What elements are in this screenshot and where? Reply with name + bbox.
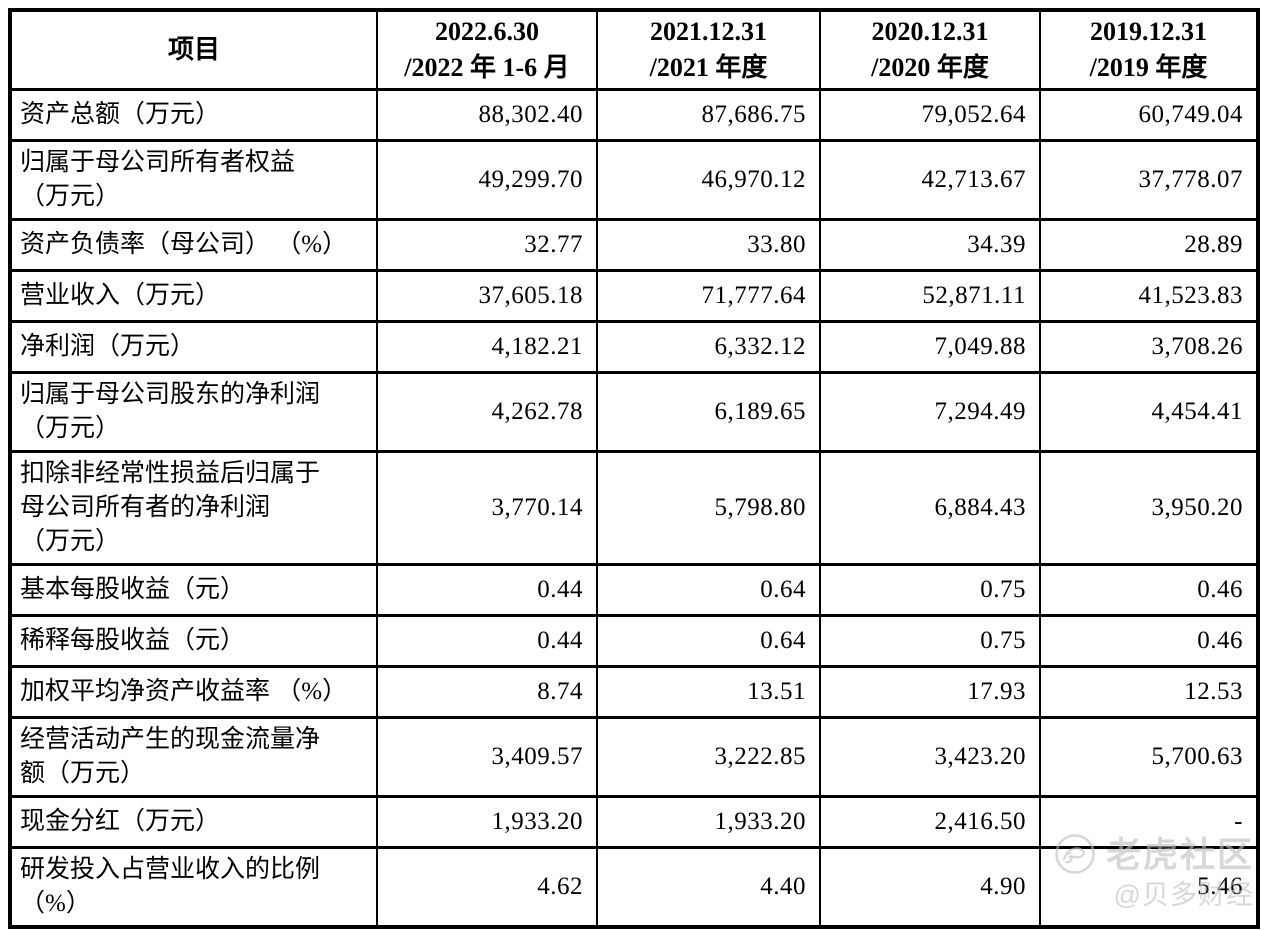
row-value: 37,605.18	[376, 269, 598, 323]
row-value: 0.75	[819, 614, 1041, 668]
table-row: 营业收入（万元） 37,605.18 71,777.64 52,871.11 4…	[9, 269, 1259, 323]
row-value: 60,749.04	[1039, 88, 1259, 142]
header-period-2021: 2021.12.31 /2021 年度	[596, 8, 821, 91]
row-value: 3,222.85	[596, 716, 821, 798]
row-value: 3,708.26	[1039, 320, 1259, 374]
row-value: 87,686.75	[596, 88, 821, 142]
table-row: 基本每股收益（元） 0.44 0.64 0.75 0.46	[9, 563, 1259, 617]
row-value: -	[1039, 795, 1259, 849]
row-value: 4.40	[596, 846, 821, 929]
row-label: 归属于母公司所有者权益 （万元）	[9, 139, 378, 221]
row-value: 37,778.07	[1039, 139, 1259, 221]
row-value: 34.39	[819, 218, 1041, 272]
row-value: 0.64	[596, 614, 821, 668]
row-value: 0.46	[1039, 563, 1259, 617]
row-label: 资产总额（万元）	[9, 88, 378, 142]
row-value: 4.62	[376, 846, 598, 929]
table-row: 现金分红（万元） 1,933.20 1,933.20 2,416.50 -	[9, 795, 1259, 849]
header-item-cell: 项目	[9, 8, 378, 91]
row-value: 3,770.14	[376, 450, 598, 566]
row-value: 6,884.43	[819, 450, 1041, 566]
row-label: 稀释每股收益（元）	[9, 614, 378, 668]
row-value: 33.80	[596, 218, 821, 272]
row-value: 52,871.11	[819, 269, 1041, 323]
table-row: 经营活动产生的现金流量净 额（万元） 3,409.57 3,222.85 3,4…	[9, 716, 1259, 798]
row-value: 5,798.80	[596, 450, 821, 566]
row-value: 3,423.20	[819, 716, 1041, 798]
row-value: 0.75	[819, 563, 1041, 617]
row-value: 6,332.12	[596, 320, 821, 374]
row-value: 3,950.20	[1039, 450, 1259, 566]
table-row: 加权平均净资产收益率 （%） 8.74 13.51 17.93 12.53	[9, 665, 1259, 719]
row-label: 经营活动产生的现金流量净 额（万元）	[9, 716, 378, 798]
table-row: 归属于母公司所有者权益 （万元） 49,299.70 46,970.12 42,…	[9, 139, 1259, 221]
row-value: 0.44	[376, 563, 598, 617]
row-value: 32.77	[376, 218, 598, 272]
row-value: 2,416.50	[819, 795, 1041, 849]
row-value: 42,713.67	[819, 139, 1041, 221]
row-value: 1,933.20	[596, 795, 821, 849]
table-row: 归属于母公司股东的净利润 （万元） 4,262.78 6,189.65 7,29…	[9, 371, 1259, 453]
row-value: 41,523.83	[1039, 269, 1259, 323]
row-value: 7,294.49	[819, 371, 1041, 453]
row-value: 88,302.40	[376, 88, 598, 142]
row-label: 归属于母公司股东的净利润 （万元）	[9, 371, 378, 453]
row-value: 46,970.12	[596, 139, 821, 221]
row-value: 17.93	[819, 665, 1041, 719]
row-value: 0.46	[1039, 614, 1259, 668]
row-value: 0.64	[596, 563, 821, 617]
table-row: 研发投入占营业收入的比例 （%） 4.62 4.40 4.90 5.46	[9, 846, 1259, 929]
row-value: 28.89	[1039, 218, 1259, 272]
table-row: 资产负债率（母公司） （%） 32.77 33.80 34.39 28.89	[9, 218, 1259, 272]
row-label: 研发投入占营业收入的比例 （%）	[9, 846, 378, 929]
table-row: 稀释每股收益（元） 0.44 0.64 0.75 0.46	[9, 614, 1259, 668]
row-label: 加权平均净资产收益率 （%）	[9, 665, 378, 719]
row-label: 基本每股收益（元）	[9, 563, 378, 617]
row-value: 3,409.57	[376, 716, 598, 798]
row-label: 资产负债率（母公司） （%）	[9, 218, 378, 272]
row-value: 7,049.88	[819, 320, 1041, 374]
table-row: 资产总额（万元） 88,302.40 87,686.75 79,052.64 6…	[9, 88, 1259, 142]
header-period-2022: 2022.6.30 /2022 年 1-6 月	[376, 8, 598, 91]
row-value: 13.51	[596, 665, 821, 719]
row-value: 4,454.41	[1039, 371, 1259, 453]
row-label: 净利润（万元）	[9, 320, 378, 374]
header-period-2020: 2020.12.31 /2020 年度	[819, 8, 1041, 91]
row-label: 现金分红（万元）	[9, 795, 378, 849]
table-header: 项目 2022.6.30 /2022 年 1-6 月 2021.12.31 /2…	[9, 8, 1259, 91]
row-value: 49,299.70	[376, 139, 598, 221]
row-value: 5.46	[1039, 846, 1259, 929]
row-label: 扣除非经常性损益后归属于 母公司所有者的净利润 （万元）	[9, 450, 378, 566]
row-value: 8.74	[376, 665, 598, 719]
row-value: 0.44	[376, 614, 598, 668]
table-row: 净利润（万元） 4,182.21 6,332.12 7,049.88 3,708…	[9, 320, 1259, 374]
row-value: 71,777.64	[596, 269, 821, 323]
row-value: 79,052.64	[819, 88, 1041, 142]
row-label: 营业收入（万元）	[9, 269, 378, 323]
header-period-2019: 2019.12.31 /2019 年度	[1039, 8, 1259, 91]
table-body: 资产总额（万元） 88,302.40 87,686.75 79,052.64 6…	[9, 88, 1259, 929]
row-value: 6,189.65	[596, 371, 821, 453]
row-value: 4,182.21	[376, 320, 598, 374]
header-row: 项目 2022.6.30 /2022 年 1-6 月 2021.12.31 /2…	[9, 8, 1259, 91]
row-value: 5,700.63	[1039, 716, 1259, 798]
table-row: 扣除非经常性损益后归属于 母公司所有者的净利润 （万元） 3,770.14 5,…	[9, 450, 1259, 566]
row-value: 1,933.20	[376, 795, 598, 849]
row-value: 12.53	[1039, 665, 1259, 719]
financial-summary-table: 项目 2022.6.30 /2022 年 1-6 月 2021.12.31 /2…	[8, 8, 1260, 929]
row-value: 4,262.78	[376, 371, 598, 453]
row-value: 4.90	[819, 846, 1041, 929]
